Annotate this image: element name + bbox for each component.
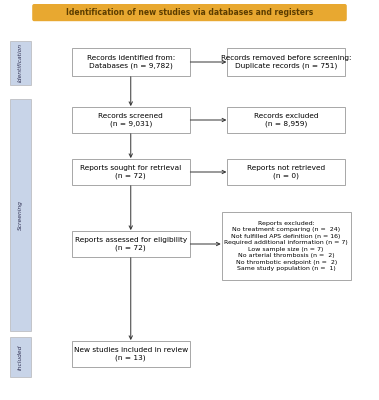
FancyBboxPatch shape <box>72 107 190 133</box>
FancyBboxPatch shape <box>10 99 31 331</box>
Text: Records identified from:
Databases (n = 9,782): Records identified from: Databases (n = … <box>87 55 175 69</box>
FancyBboxPatch shape <box>72 341 190 367</box>
Text: Identification: Identification <box>18 44 23 82</box>
FancyBboxPatch shape <box>10 41 31 85</box>
FancyBboxPatch shape <box>227 107 345 133</box>
FancyBboxPatch shape <box>72 231 190 257</box>
Text: Included: Included <box>18 344 23 370</box>
Text: Reports assessed for eligibility
(n = 72): Reports assessed for eligibility (n = 72… <box>75 237 187 251</box>
Text: Reports sought for retrieval
(n = 72): Reports sought for retrieval (n = 72) <box>80 165 182 179</box>
Text: Reports not retrieved
(n = 0): Reports not retrieved (n = 0) <box>247 165 325 179</box>
FancyBboxPatch shape <box>227 48 345 76</box>
Text: Records screened
(n = 9,031): Records screened (n = 9,031) <box>99 113 163 127</box>
FancyBboxPatch shape <box>227 159 345 185</box>
Text: Identification of new studies via databases and registers: Identification of new studies via databa… <box>66 8 313 17</box>
Text: Reports excluded:
No treatment comparing (n =  24)
Not fulfilled APS definition : Reports excluded: No treatment comparing… <box>224 221 348 271</box>
FancyBboxPatch shape <box>10 337 31 377</box>
FancyBboxPatch shape <box>72 48 190 76</box>
Text: Records removed before screening:
Duplicate records (n = 751): Records removed before screening: Duplic… <box>221 55 351 69</box>
FancyBboxPatch shape <box>72 159 190 185</box>
FancyBboxPatch shape <box>32 4 347 21</box>
Text: New studies included in review
(n = 13): New studies included in review (n = 13) <box>74 347 188 361</box>
Text: Records excluded
(n = 8,959): Records excluded (n = 8,959) <box>254 113 318 127</box>
Text: Screening: Screening <box>18 200 23 230</box>
FancyBboxPatch shape <box>222 212 351 280</box>
